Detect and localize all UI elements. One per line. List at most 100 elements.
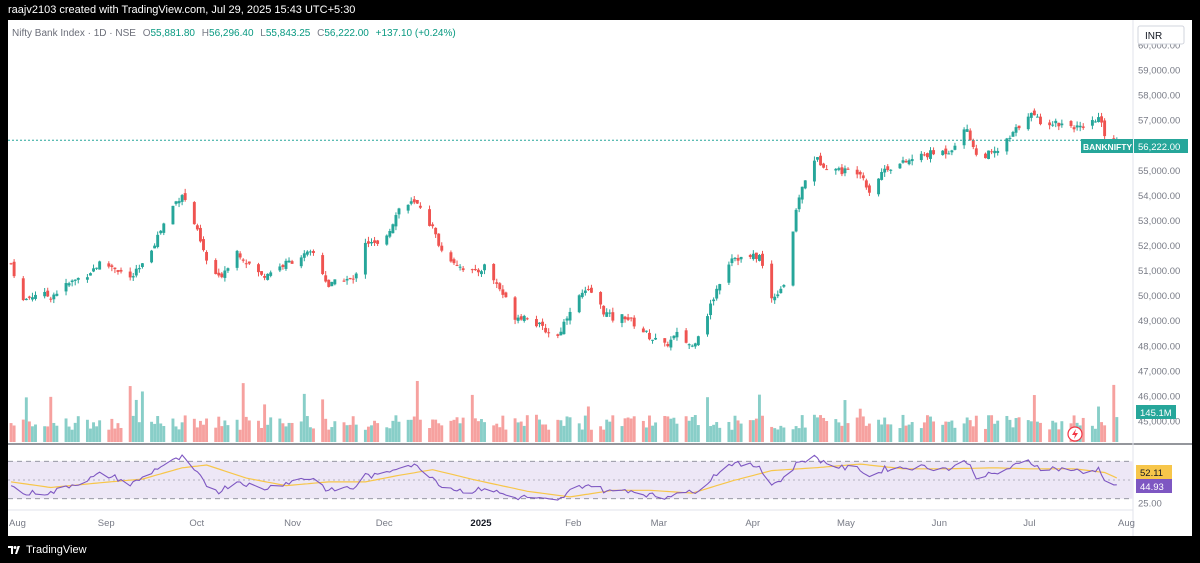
volume-bar [675, 423, 679, 442]
volume-bar [1097, 406, 1100, 442]
volume-bar [95, 426, 99, 442]
currency-label: INR [1145, 31, 1162, 42]
candle-body [754, 252, 758, 259]
volume-bar [898, 428, 902, 442]
volume-bar [373, 420, 377, 442]
candle-body [886, 166, 890, 171]
time-axis[interactable]: Aug Sep Oct Nov Dec 2025 Feb Mar Apr May Jun Jul Aug [9, 518, 1135, 529]
candle-body [843, 168, 847, 174]
volume-bar [602, 429, 606, 442]
candle-body [342, 280, 346, 282]
candle-body [116, 270, 120, 272]
volume-bar [55, 425, 59, 442]
candle-body [195, 225, 199, 230]
volume-bar [904, 425, 908, 442]
price-tick-label: 55,000.00 [1138, 166, 1180, 177]
candle-body [366, 241, 370, 244]
candle-body [238, 253, 242, 258]
candle-body [880, 171, 884, 180]
volume-bar [776, 429, 780, 442]
volume-bar [712, 424, 716, 442]
volume-bar [599, 426, 603, 442]
volume-bar [901, 414, 905, 442]
candle-body [846, 168, 850, 170]
candle-body [202, 239, 205, 251]
volume-bar [925, 415, 929, 442]
candle-body [449, 252, 453, 262]
candle-body [770, 263, 774, 299]
rsi-axis[interactable]: 25.00 [1138, 498, 1162, 509]
volume-bar [822, 417, 826, 442]
volume-bar [171, 418, 175, 442]
price-tick-label: 50,000.00 [1138, 291, 1180, 302]
volume-bar [663, 415, 667, 442]
tradingview-logo-icon [8, 546, 20, 554]
candle-body [415, 199, 419, 204]
candle-body [950, 150, 954, 153]
volume-bar [214, 427, 218, 442]
price-tick-label: 49,000.00 [1138, 316, 1180, 327]
volume-bar [907, 424, 911, 442]
volume-bar [944, 421, 948, 442]
candle-body [577, 295, 581, 313]
candle-body [495, 282, 499, 284]
tradingview-chart[interactable]: 60,000.0059,000.0058,000.0057,000.0056,0… [8, 20, 1192, 536]
volume-bar [330, 427, 334, 442]
volume-bar [327, 429, 331, 442]
tradingview-footer[interactable]: TradingView [8, 540, 87, 560]
volume-bar [260, 427, 263, 442]
candle-body [406, 204, 410, 211]
candle-body [687, 344, 691, 346]
volume-bar [1011, 427, 1015, 442]
volume-bar [394, 415, 398, 442]
rsi-tag-bg [1136, 479, 1172, 493]
volume-bar [990, 415, 994, 442]
legend-close-label: C [317, 28, 324, 39]
candle-body [663, 338, 667, 343]
volume-bar [107, 429, 111, 442]
candle-body [690, 345, 694, 347]
candle-body [428, 209, 431, 226]
candle-body [1090, 120, 1094, 126]
candle-body [629, 317, 633, 319]
volume-bar [589, 429, 593, 442]
candle-body [556, 334, 560, 336]
volume-bar [397, 421, 401, 442]
candle-body [461, 268, 465, 271]
volume-bar [24, 397, 28, 442]
candle-body [736, 258, 740, 261]
price-tick-label: 57,000.00 [1138, 116, 1180, 127]
candle-body [1094, 121, 1097, 123]
volume-bar [950, 420, 954, 442]
candle-body [602, 305, 606, 315]
candle-body [947, 153, 951, 155]
candle-body [150, 250, 154, 263]
lightning-icon[interactable] [1067, 426, 1083, 442]
volume-bar [290, 422, 294, 442]
candle-body [984, 153, 987, 159]
candle-body [373, 240, 377, 243]
candle-body [263, 275, 267, 278]
candle-body [864, 180, 868, 188]
candle-body [1014, 127, 1018, 133]
candle-body [644, 330, 648, 332]
candle-body [586, 288, 590, 290]
volume-bar [281, 423, 285, 442]
candle-body [1008, 137, 1012, 139]
candle-body [589, 287, 593, 293]
legend-line[interactable]: Nifty Bank Index · 1D · NSE O55,881.80 H… [12, 28, 456, 39]
volume-bar [709, 426, 713, 442]
price-tick-label: 54,000.00 [1138, 191, 1180, 202]
volume-bar [64, 418, 68, 442]
candle-body [718, 284, 722, 291]
volume-bar [263, 404, 267, 442]
candle-body [30, 297, 34, 300]
volume-bars [9, 380, 1119, 442]
volume-bar [834, 419, 838, 442]
candle-body [455, 264, 459, 266]
currency-box[interactable] [1137, 25, 1185, 45]
candle-body [623, 316, 627, 320]
candle-body [501, 289, 505, 295]
volume-bar [1100, 422, 1104, 442]
volume-bar [812, 414, 816, 442]
